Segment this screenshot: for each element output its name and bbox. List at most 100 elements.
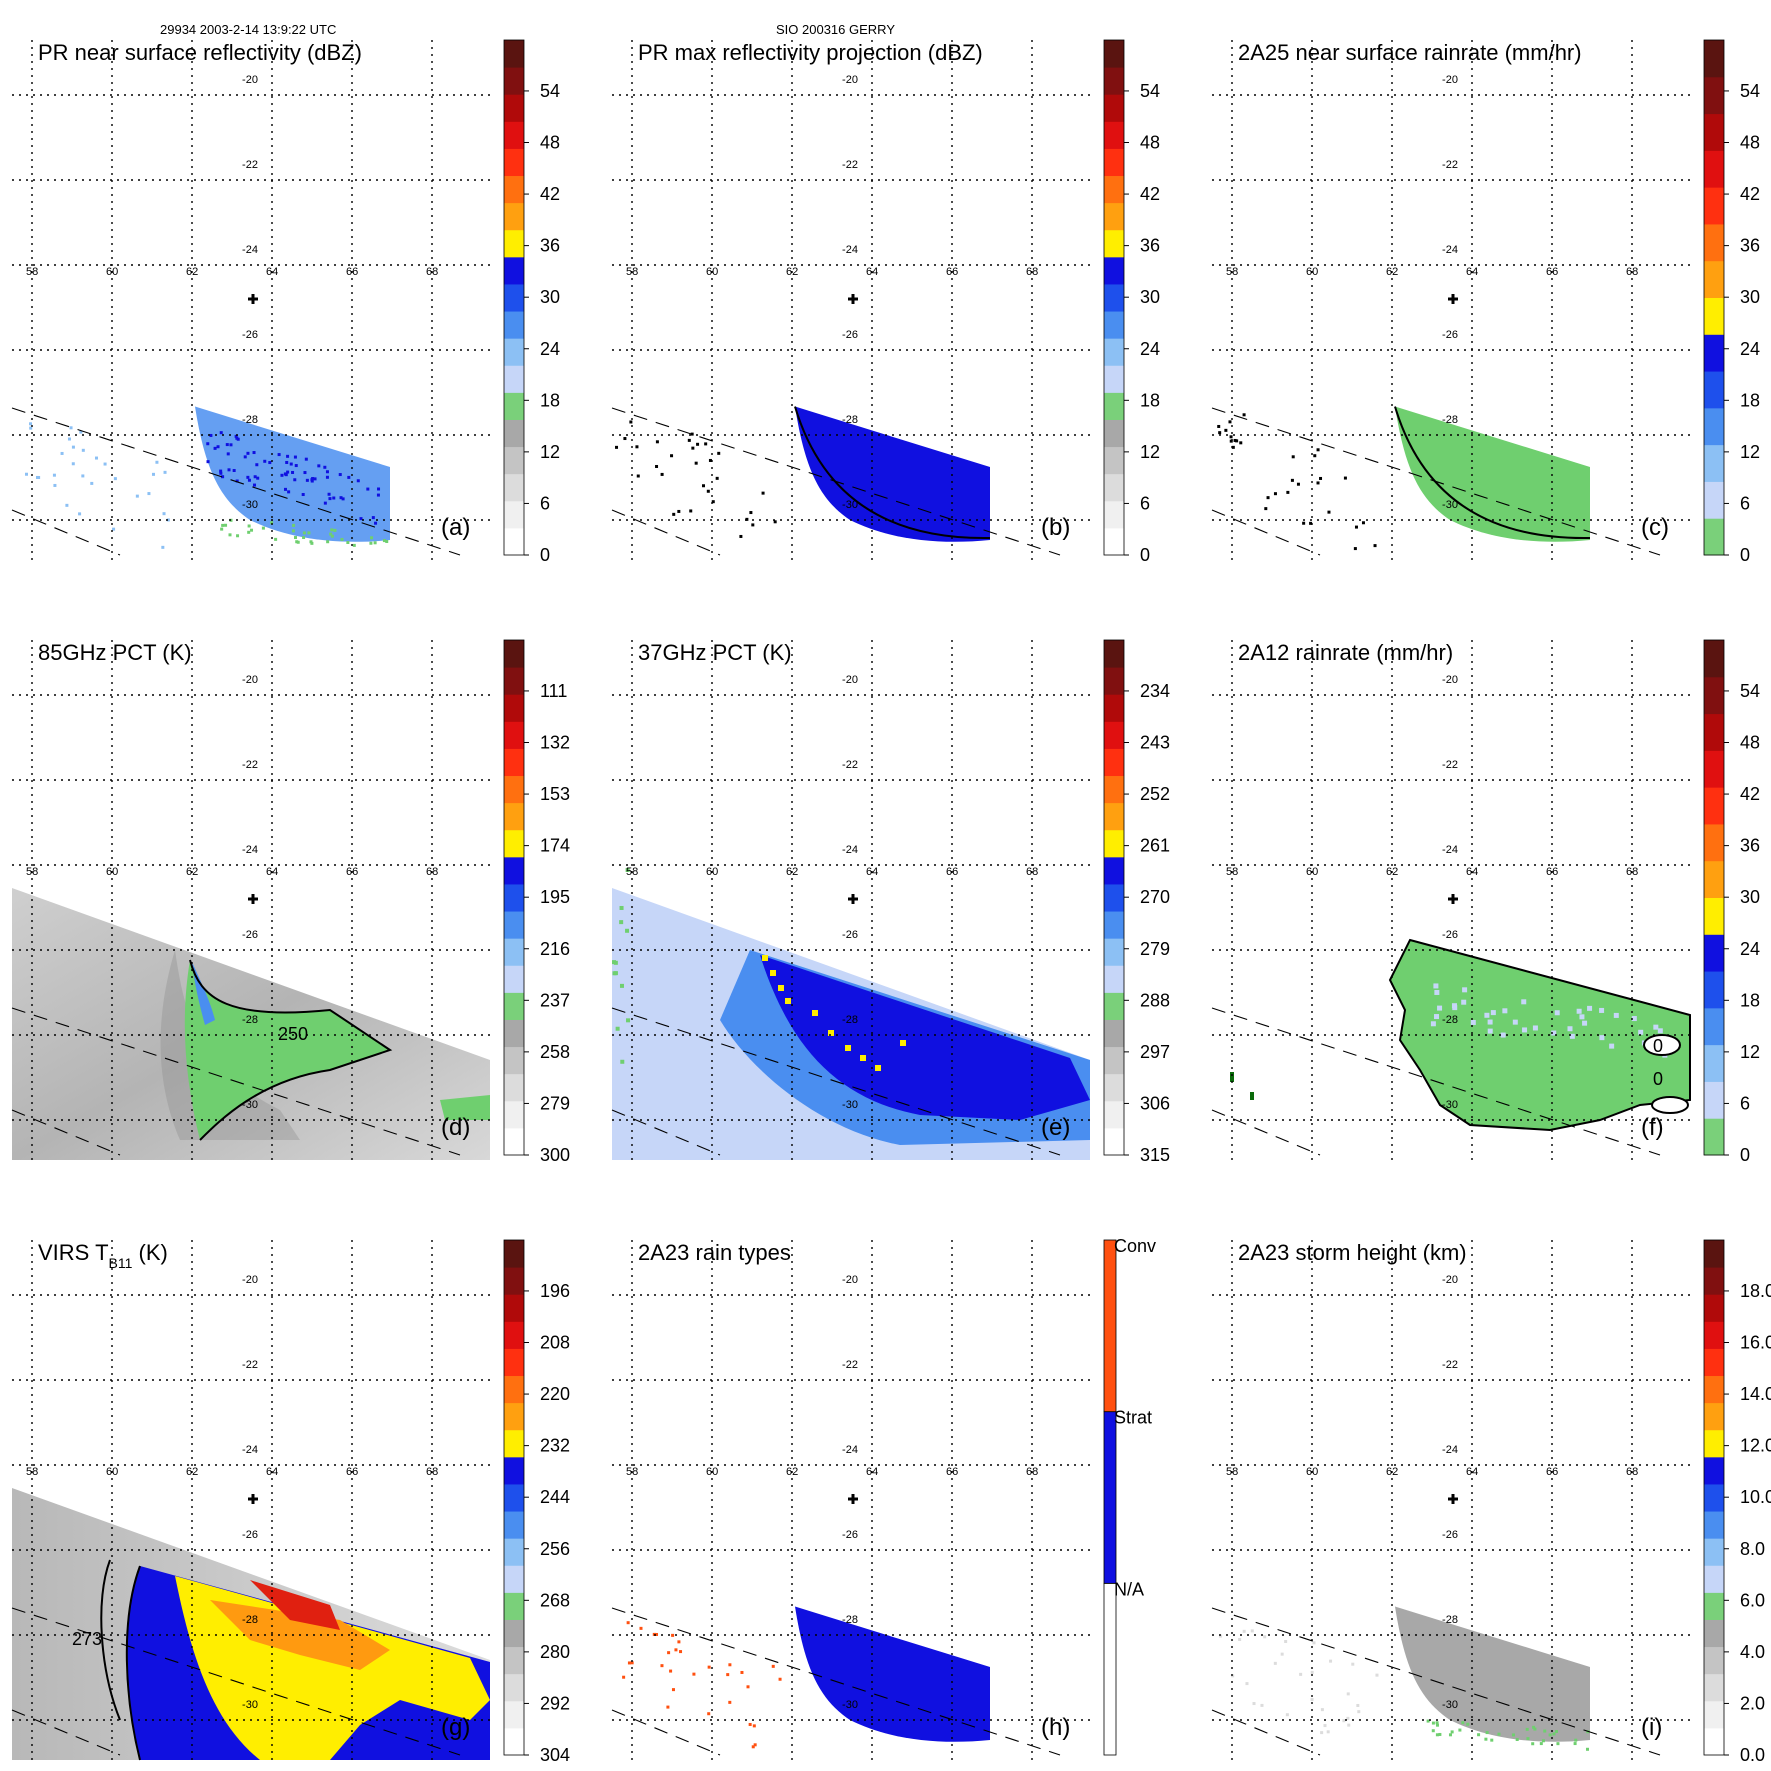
scatter-pixel	[1263, 1635, 1267, 1639]
colorbar-segment	[504, 748, 524, 777]
rain-contour	[794, 406, 991, 540]
lat-tick-label: -20	[1442, 1274, 1458, 1286]
coldest-pixel	[778, 985, 784, 991]
swath-edge	[11, 509, 121, 556]
colorbar-segment	[1104, 1073, 1124, 1102]
scatter-pixel	[1264, 507, 1268, 511]
scatter-pixel	[1347, 1723, 1351, 1727]
scatter-pixel	[728, 1700, 732, 1704]
echo-pixel	[277, 453, 281, 457]
lon-tick-label: 62	[1386, 1466, 1398, 1478]
echo-pixel	[206, 442, 210, 446]
echo-pixel	[346, 540, 350, 544]
colorbar-segment	[504, 67, 524, 95]
scatter-pixel	[1280, 1652, 1284, 1656]
colorbar-tick-label: 261	[1140, 836, 1170, 856]
scatter-pixel	[1285, 1713, 1289, 1717]
rain-pixel	[1437, 1005, 1443, 1011]
echo-pixel	[377, 487, 381, 491]
colorbar-tick-label: 153	[540, 784, 570, 804]
rain-pixel	[1609, 1043, 1615, 1049]
scatter-pixel	[112, 527, 116, 531]
colorbar-tick-label: 297	[1140, 1042, 1170, 1062]
lon-tick-label: 58	[1226, 1466, 1238, 1478]
colorbar-segment	[1104, 856, 1124, 885]
scatter-pixel	[78, 512, 82, 516]
swath-edge	[611, 1007, 1061, 1156]
echo-pixel	[229, 443, 233, 447]
echo-pixel	[1466, 1722, 1470, 1726]
colorbar-segment	[504, 1321, 524, 1349]
echo-pixel	[330, 528, 334, 532]
swath-band	[1395, 406, 1590, 542]
rain-pixel	[1490, 1010, 1496, 1016]
colorbar-tick-label: 42	[540, 184, 560, 204]
colorbar-segment	[504, 992, 524, 1020]
lat-tick-label: -28	[242, 1614, 258, 1626]
colorbar-tick-label: 243	[1140, 733, 1170, 753]
lat-tick-label: -28	[242, 414, 258, 426]
scatter-pixel	[37, 475, 41, 479]
rain-pixel	[1554, 1010, 1560, 1016]
edge-pixel	[612, 960, 617, 965]
colorbar-segment	[1104, 446, 1124, 475]
echo-pixel	[330, 534, 334, 538]
scatter-pixel	[726, 1673, 730, 1677]
lat-tick-label: -20	[842, 1274, 858, 1286]
scatter-pixel	[630, 1661, 634, 1665]
colorbar-tick-label: 30	[540, 287, 560, 307]
colorbar-tick-label: 292	[540, 1693, 570, 1713]
lat-tick-label: -22	[242, 1359, 258, 1371]
scatter-pixel	[629, 420, 633, 424]
panel-title: 37GHz PCT (K)	[638, 640, 792, 665]
colorbar-tick-label: N/A	[1114, 1579, 1144, 1599]
rain-pixel	[1500, 1032, 1506, 1038]
lon-tick-label: 62	[786, 866, 798, 878]
colorbar-segment	[1704, 1483, 1724, 1512]
echo-pixel	[268, 461, 272, 465]
echo-pixel	[247, 478, 251, 482]
zero-hole	[1651, 1096, 1689, 1114]
colorbar-segment	[1104, 338, 1124, 366]
colorbar-tick-label: 48	[1740, 733, 1760, 753]
scatter-pixel	[751, 1745, 755, 1749]
echo-pixel	[1490, 1738, 1494, 1742]
lon-tick-label: 64	[266, 866, 278, 878]
colorbar-segment	[504, 856, 524, 885]
colorbar-tick-label: 306	[1140, 1093, 1170, 1113]
lat-tick-label: -26	[842, 329, 858, 341]
echo-pixel	[234, 434, 238, 438]
colorbar-segment	[1104, 775, 1124, 804]
lon-tick-label: 68	[1026, 1466, 1038, 1478]
scatter-pixel	[671, 1688, 675, 1692]
scatter-pixel	[1296, 482, 1300, 486]
colorbar-segment	[1704, 518, 1724, 556]
echo-pixel	[1431, 1729, 1435, 1733]
orbit-header: 29934 2003-2-14 13:9:22 UTC	[160, 22, 337, 37]
colorbar-segment	[504, 1294, 524, 1322]
echo-pixel	[1532, 1725, 1536, 1729]
lat-tick-label: -30	[242, 499, 258, 511]
lon-tick-label: 62	[786, 1466, 798, 1478]
panel-title-unit: (K)	[132, 1240, 167, 1265]
lat-tick-label: -22	[842, 1359, 858, 1371]
scatter-pixel	[1373, 544, 1377, 548]
scatter-pixel	[771, 1664, 775, 1668]
colorbar-segment	[1704, 1538, 1724, 1566]
scatter-pixel	[666, 1705, 670, 1709]
echo-pixel	[294, 464, 298, 468]
echo-pixel	[1461, 1721, 1465, 1725]
colorbar-segment	[1704, 1456, 1724, 1485]
lon-tick-label: 62	[786, 266, 798, 278]
echo-pixel	[1438, 1732, 1442, 1736]
scatter-pixel	[704, 442, 708, 446]
echo-pixel	[376, 493, 380, 497]
lat-tick-label: -30	[242, 1099, 258, 1111]
colorbar-tick-label: 252	[1140, 784, 1170, 804]
colorbar: 300 279 258 237 216 195 174 153 132 111	[503, 639, 570, 1165]
echo-pixel	[227, 468, 231, 472]
echo-pixel	[263, 459, 267, 463]
echo-pixel	[293, 455, 297, 459]
